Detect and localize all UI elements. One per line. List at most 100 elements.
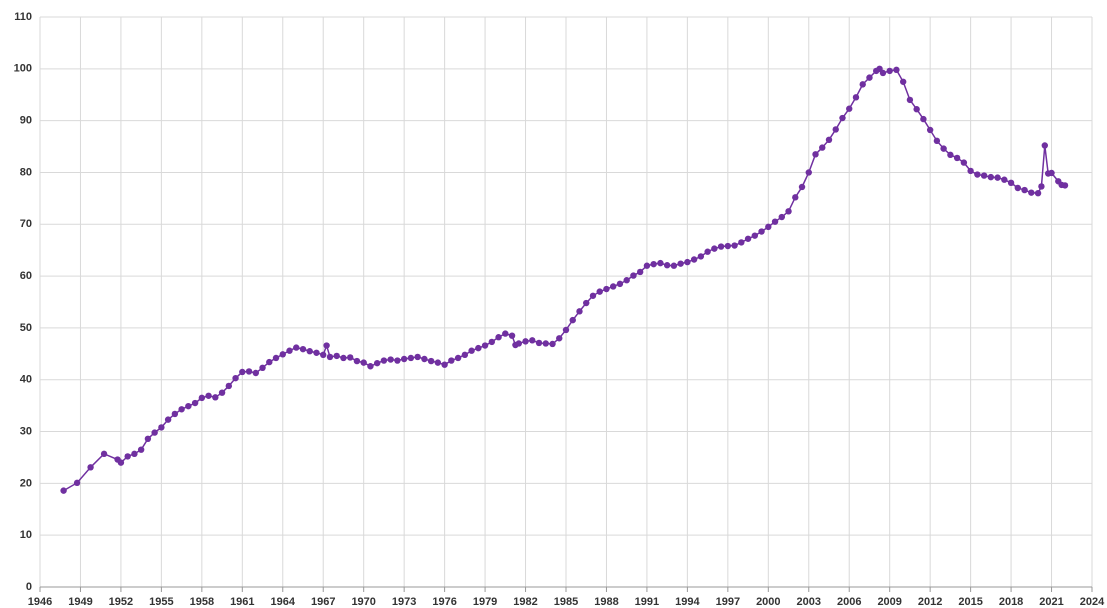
x-tick-label: 1946 xyxy=(28,596,52,608)
data-point xyxy=(1048,169,1055,177)
data-point xyxy=(347,354,354,361)
data-point xyxy=(1041,142,1048,149)
data-point xyxy=(859,81,866,88)
data-point xyxy=(960,159,968,166)
data-point xyxy=(704,248,711,255)
data-point xyxy=(448,357,455,364)
x-tick-label: 1997 xyxy=(716,596,740,608)
data-point xyxy=(178,406,185,413)
data-point xyxy=(400,355,408,363)
data-point xyxy=(333,352,340,360)
data-point xyxy=(137,446,145,453)
data-point xyxy=(663,262,671,269)
data-point xyxy=(852,94,860,101)
data-point xyxy=(427,357,435,365)
data-point xyxy=(171,410,179,418)
data-point xyxy=(630,272,637,279)
data-point xyxy=(583,299,590,307)
data-point xyxy=(508,332,516,339)
data-point xyxy=(454,354,462,362)
data-point xyxy=(549,340,556,348)
data-point xyxy=(899,78,907,85)
data-point xyxy=(100,450,108,458)
data-point xyxy=(947,151,954,159)
y-tick-label: 50 xyxy=(20,322,32,334)
data-point xyxy=(623,277,630,284)
data-point xyxy=(697,253,705,260)
data-point xyxy=(158,424,165,431)
x-tick-label: 2012 xyxy=(918,596,942,608)
y-tick-label: 90 xyxy=(20,115,32,127)
data-point xyxy=(306,348,313,355)
data-point xyxy=(367,363,374,370)
data-point xyxy=(650,260,657,268)
data-point xyxy=(468,347,475,354)
data-point xyxy=(1061,182,1069,189)
data-point xyxy=(798,183,806,191)
data-point xyxy=(185,402,192,410)
data-point xyxy=(414,353,421,361)
data-point xyxy=(380,357,388,364)
data-point xyxy=(751,232,759,239)
x-tick-label: 1961 xyxy=(230,596,254,608)
x-tick-label: 1991 xyxy=(635,596,659,608)
data-point xyxy=(785,208,792,215)
data-point xyxy=(340,354,347,362)
data-point xyxy=(1014,184,1022,192)
data-point xyxy=(758,228,765,235)
data-point xyxy=(677,260,684,267)
data-point xyxy=(684,258,691,266)
x-tick-label: 1967 xyxy=(311,596,335,608)
data-point xyxy=(1038,183,1045,190)
data-point xyxy=(744,235,752,242)
data-point xyxy=(353,357,361,365)
y-tick-label: 10 xyxy=(20,529,32,541)
data-point xyxy=(940,145,947,152)
data-point xyxy=(205,392,212,399)
data-point xyxy=(245,368,253,375)
data-point xyxy=(893,66,900,74)
data-point xyxy=(1001,176,1008,183)
data-point xyxy=(805,169,812,176)
y-tick-label: 0 xyxy=(26,581,32,593)
data-point xyxy=(279,351,286,358)
data-point xyxy=(825,136,833,144)
data-point xyxy=(286,347,293,354)
y-tick-label: 30 xyxy=(20,425,32,437)
x-tick-label: 1985 xyxy=(554,596,578,608)
data-point xyxy=(778,213,785,221)
data-point xyxy=(495,334,502,341)
data-point xyxy=(323,342,330,349)
data-point xyxy=(266,358,273,366)
x-tick-label: 1994 xyxy=(675,596,700,608)
data-point xyxy=(299,345,307,353)
data-point xyxy=(87,464,94,471)
data-point xyxy=(239,368,246,376)
data-point xyxy=(198,394,206,402)
x-tick-label: 2000 xyxy=(756,596,780,608)
data-point xyxy=(711,245,718,252)
data-point xyxy=(792,194,799,201)
y-tick-label: 70 xyxy=(20,218,32,230)
data-point xyxy=(387,356,394,363)
x-tick-label: 1979 xyxy=(473,596,497,608)
data-point xyxy=(502,330,509,337)
data-point xyxy=(360,359,367,366)
data-point xyxy=(738,239,745,246)
data-point xyxy=(839,114,846,122)
data-point xyxy=(320,351,327,359)
data-point xyxy=(60,487,67,494)
data-point xyxy=(218,389,226,396)
data-point xyxy=(610,283,617,290)
data-point xyxy=(724,242,732,250)
data-point xyxy=(596,288,603,295)
data-point xyxy=(326,353,334,361)
data-point xyxy=(475,344,482,352)
data-point xyxy=(994,174,1001,181)
x-tick-label: 2015 xyxy=(958,596,982,608)
x-tick-label: 1970 xyxy=(351,596,375,608)
data-point xyxy=(717,243,725,250)
data-point xyxy=(144,435,152,442)
data-point xyxy=(886,67,893,75)
x-tick-label: 2003 xyxy=(797,596,821,608)
